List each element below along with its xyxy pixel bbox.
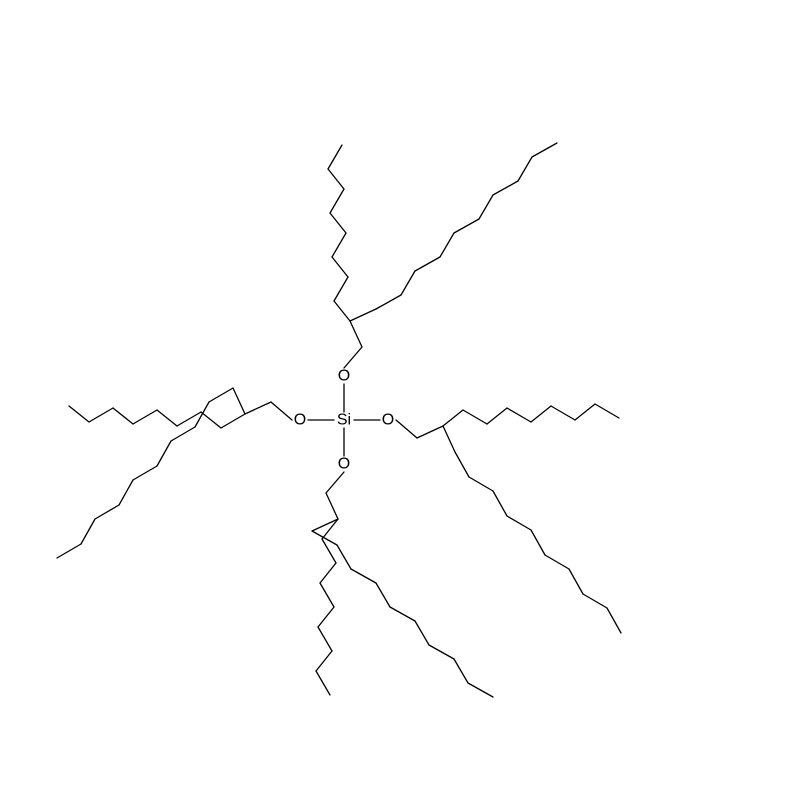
atom-label: O [382,412,394,429]
bond-line [113,408,133,424]
bond-line [390,607,415,621]
bond-line [337,545,351,569]
bond-line [95,505,119,519]
bond-line [401,271,415,295]
molecule-svg: Si O O O O [0,0,805,804]
bond-line [171,427,195,441]
bond-line [57,544,81,558]
bond-line [332,257,348,277]
bond-line [330,189,344,213]
bond-line [507,408,531,422]
bond-line [221,414,245,428]
bond-line [350,309,376,321]
bond-line [133,410,157,424]
bond-line [271,402,292,420]
bond-line [417,426,443,438]
bond-line [334,301,350,321]
bond-line [493,181,518,195]
bond-line [312,519,338,531]
bond-line [595,404,619,418]
bond-line [463,410,487,424]
bond-line [233,388,245,414]
bond-line [531,530,545,555]
bond-line [326,493,338,519]
atom-label: O [338,368,350,385]
bond-line [396,420,417,438]
bond-line [518,157,532,181]
bond-line [320,583,334,607]
atom-label: O [338,456,350,473]
bond-line [89,408,113,422]
bond-line [415,621,429,645]
bond-line [334,277,348,301]
atom-label: O [294,412,306,429]
bond-line [443,410,463,426]
bond-line [245,402,271,414]
bond-line [119,480,133,505]
bond-line [575,404,595,420]
bond-line [318,627,332,651]
bond-line [455,452,469,477]
bond-line [607,608,621,633]
bond-line [440,233,454,257]
bond-line [318,607,334,627]
bond-line [157,410,177,426]
bond-line [469,477,493,491]
bond-line [330,213,346,233]
bond-line [569,569,583,594]
bond-line [583,594,607,608]
bond-line [81,519,95,544]
bond-line [328,169,344,189]
bond-line [376,295,401,309]
bond-line [344,347,362,368]
bond-line [479,195,493,219]
bond-line [468,683,493,697]
bond-line [328,145,342,169]
bond-line [201,412,221,428]
bond-line [532,143,557,157]
bond-line [316,671,330,695]
bond-line [316,651,332,671]
bond-line [133,466,157,480]
atom-label: Si [337,412,351,429]
bond-line [429,645,454,659]
bond-line [326,472,344,493]
bond-line [69,406,89,422]
bond-line [376,583,390,607]
bond-line [454,659,468,683]
bond-line [350,321,362,347]
bond-line [507,516,531,530]
bond-line [332,233,346,257]
bond-line [157,441,171,466]
bond-line [493,491,507,516]
bond-line [320,563,336,583]
bond-line [487,408,507,424]
bond-line [531,406,551,422]
bond-line [545,555,569,569]
bond-line [415,257,440,271]
bond-line [551,406,575,420]
bond-line [454,219,479,233]
bond-line [443,426,455,452]
bond-line [209,388,233,402]
bond-line [351,569,376,583]
